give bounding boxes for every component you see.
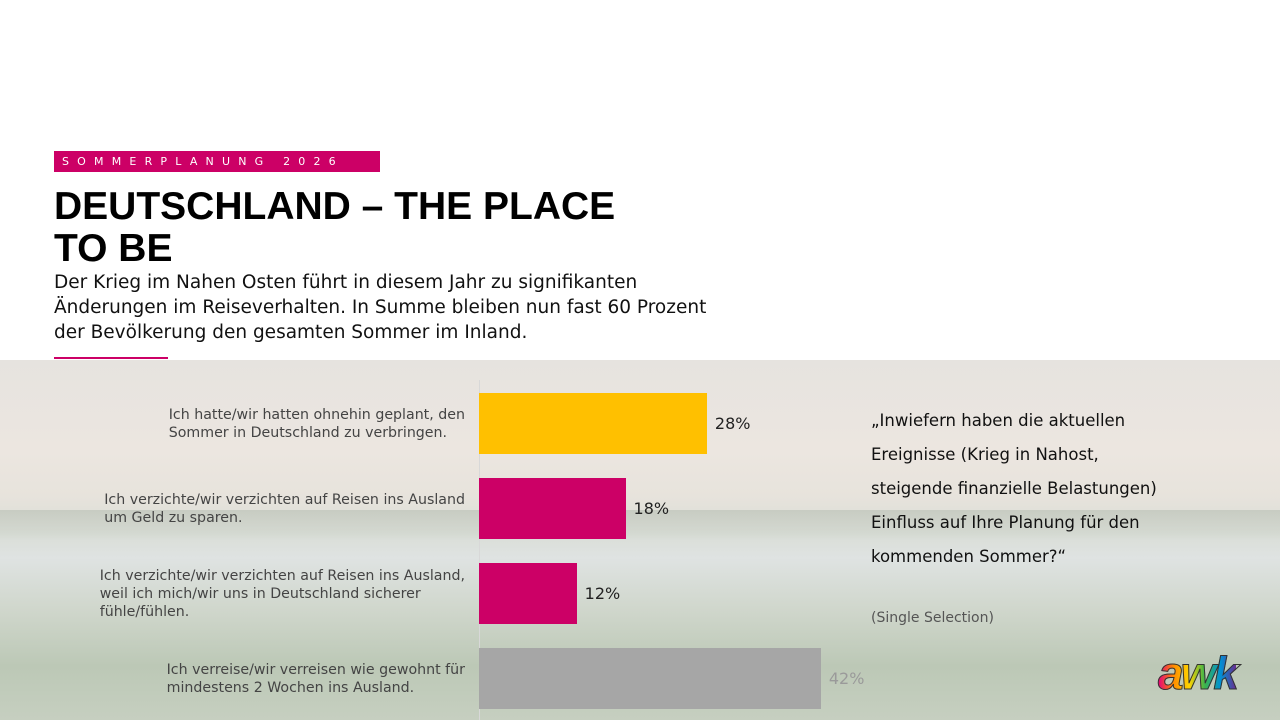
baseline: [479, 380, 480, 720]
slide-title: DEUTSCHLAND – THE PLACE TO BE: [54, 185, 616, 270]
value-label: 42%: [828, 668, 865, 688]
category-label: Ich verzichte/wir verzichten auf Reisen …: [104, 491, 465, 526]
category-label: Ich hatte/wir hatten ohnehin geplant, de…: [168, 406, 465, 441]
value-label: 28%: [714, 413, 751, 433]
note: (Single Selection): [871, 610, 994, 626]
section-tag: SOMMERPLANUNG 2026: [54, 151, 380, 172]
bar: [479, 478, 626, 539]
logo: awk: [1158, 647, 1240, 700]
bar: [479, 563, 577, 624]
value-label: 18%: [633, 498, 670, 518]
category-label: Ich verreise/wir verreisen wie gewohnt f…: [166, 661, 465, 696]
question: „Inwiefern haben die aktuellen Ereigniss…: [871, 411, 1157, 566]
value-label: 12%: [584, 583, 621, 603]
accent-rule: [54, 357, 168, 359]
bar: [479, 648, 821, 709]
category-label: Ich verzichte/wir verzichten auf Reisen …: [99, 567, 465, 620]
subtitle: Der Krieg im Nahen Osten führt in diesem…: [54, 272, 707, 343]
bar: [479, 393, 707, 454]
